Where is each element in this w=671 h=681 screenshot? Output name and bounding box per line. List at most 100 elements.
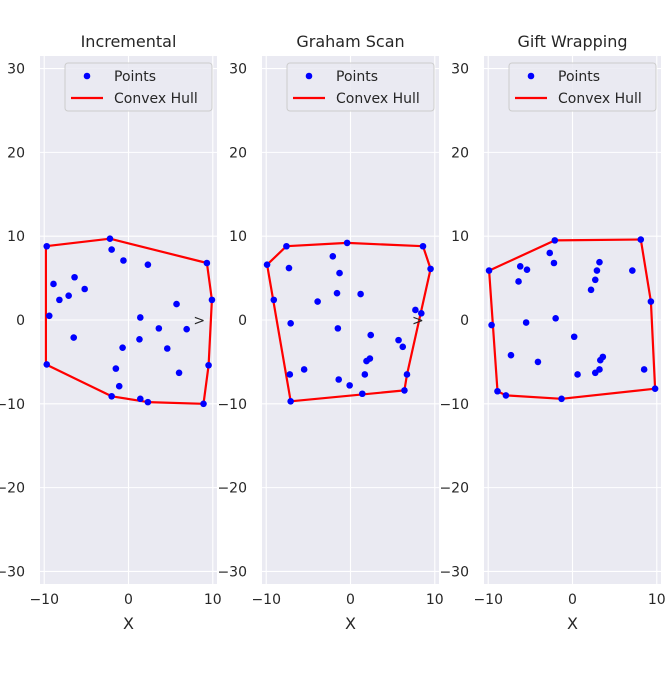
scatter-point — [136, 335, 143, 343]
y-tick-label: 20 — [451, 145, 469, 161]
scatter-point — [205, 361, 212, 369]
y-tick-label: −20 — [439, 481, 469, 497]
annotation-text: > — [193, 313, 205, 329]
scatter-point — [144, 261, 152, 268]
scatter-point — [640, 366, 648, 373]
y-tick-label: 10 — [229, 229, 247, 245]
scatter-point — [329, 253, 337, 260]
legend-label: Convex Hull — [558, 91, 642, 107]
scatter-point — [651, 385, 659, 393]
scatter-point — [183, 325, 190, 333]
scatter-point — [357, 290, 364, 298]
scatter-point — [485, 267, 493, 274]
scatter-point — [401, 387, 408, 394]
scatter-point — [144, 398, 152, 406]
legend: Points Convex Hull — [286, 62, 435, 112]
legend-marker — [305, 72, 313, 80]
subplot-0: −10 0 10 −30 −20 −10 0 10 20 30 Incremental X > Point… — [0, 32, 222, 633]
subplot-title: Graham Scan — [296, 32, 404, 51]
scatter-point — [558, 395, 565, 403]
y-tick-label: −10 — [439, 397, 469, 413]
x-tick-label: −10 — [473, 592, 503, 608]
scatter-point — [43, 242, 51, 250]
scatter-point — [534, 358, 542, 366]
x-tick-label: 10 — [204, 592, 222, 608]
scatter-point — [591, 369, 599, 377]
scatter-point — [363, 357, 370, 365]
scatter-point — [108, 246, 115, 253]
scatter-point — [50, 280, 57, 288]
data-layer: > — [43, 235, 216, 408]
data-layer: > — [263, 239, 434, 405]
scatter-point — [334, 325, 342, 332]
scatter-point — [591, 276, 599, 284]
scatter-point — [137, 395, 144, 403]
scatter-point — [300, 366, 308, 373]
x-tick-label: −10 — [29, 592, 59, 608]
subplot-title: Gift Wrapping — [517, 32, 627, 51]
scatter-point — [552, 315, 559, 322]
scatter-point — [208, 296, 216, 304]
scatter-point — [115, 382, 123, 390]
x-axis-label: X — [345, 614, 356, 633]
scatter-point — [70, 334, 78, 341]
y-tick-label: 30 — [229, 62, 247, 78]
x-axis-label: X — [123, 614, 134, 633]
x-tick-label: −10 — [251, 592, 281, 608]
scatter-point — [287, 397, 294, 405]
y-tick-label: 30 — [7, 62, 25, 78]
legend-marker — [83, 72, 91, 80]
y-tick-label: 10 — [7, 229, 25, 245]
scatter-point — [596, 258, 603, 266]
scatter-point — [546, 249, 554, 257]
scatter-point — [570, 333, 578, 341]
scatter-point — [647, 298, 655, 305]
legend-label: Points — [558, 69, 600, 85]
legend-label: Points — [114, 69, 156, 85]
scatter-point — [43, 361, 51, 368]
legend: Points Convex Hull — [64, 62, 213, 112]
x-tick-label: 10 — [648, 592, 666, 608]
y-tick-label: −10 — [217, 397, 247, 413]
scatter-point — [359, 390, 366, 398]
scatter-point — [346, 382, 353, 389]
scatter-point — [108, 392, 115, 400]
scatter-point — [551, 237, 559, 244]
scatter-point — [507, 351, 515, 359]
legend-label: Convex Hull — [114, 91, 198, 107]
x-tick-label: 0 — [346, 592, 355, 608]
scatter-point — [361, 371, 369, 378]
x-tick-label: 0 — [124, 592, 133, 608]
scatter-point — [283, 242, 290, 250]
y-tick-label: 20 — [229, 145, 247, 161]
scatter-point — [502, 392, 510, 399]
y-tick-label: −30 — [0, 564, 25, 580]
scatter-point — [367, 331, 375, 339]
subplot-2: −10 0 10 −30 −20 −10 0 10 20 30 Gift Wrapping X Poin… — [439, 32, 665, 633]
x-tick-label: 10 — [426, 592, 444, 608]
scatter-point — [285, 264, 293, 272]
scatter-point — [270, 296, 278, 304]
scatter-point — [335, 376, 343, 383]
scatter-point — [333, 289, 341, 297]
legend-marker — [527, 72, 535, 80]
legend-label: Points — [336, 69, 378, 85]
y-tick-label: 0 — [238, 313, 247, 329]
convex-hull-line — [44, 237, 213, 405]
scatter-point — [574, 371, 581, 378]
scatter-point — [106, 235, 114, 243]
scatter-point — [314, 298, 321, 305]
y-tick-label: −20 — [217, 481, 247, 497]
legend-label: Convex Hull — [336, 91, 420, 107]
scatter-point — [419, 242, 427, 250]
scatter-point — [263, 261, 271, 268]
scatter-point — [587, 286, 595, 294]
scatter-point — [163, 345, 171, 352]
data-layer — [485, 236, 659, 403]
scatter-point — [550, 259, 558, 267]
x-axis-label: X — [567, 614, 578, 633]
scatter-point — [629, 267, 636, 274]
scatter-point — [412, 306, 419, 314]
scatter-point — [120, 257, 127, 264]
